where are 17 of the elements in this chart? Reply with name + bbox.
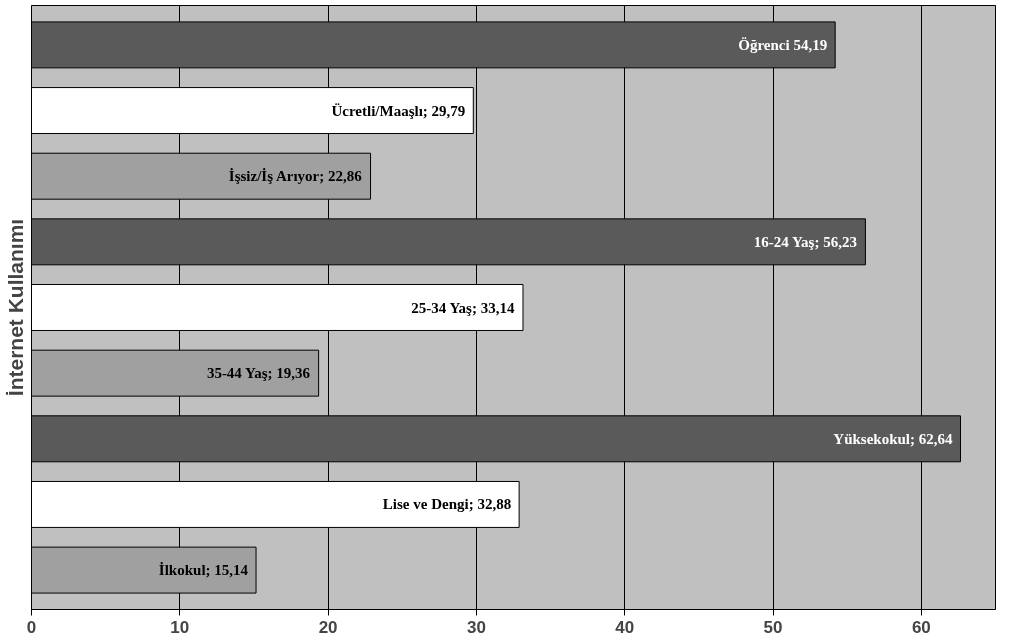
x-tick-label: 40	[615, 617, 635, 637]
data-label: Öğrenci 54,19	[738, 36, 828, 53]
x-tick-label: 30	[466, 617, 486, 637]
data-label: Ücretli/Maaşlı; 29,79	[331, 102, 466, 119]
x-tick-label: 60	[911, 617, 931, 637]
x-tick-label: 0	[26, 617, 37, 637]
data-label: 35-44 Yaş; 19,36	[206, 365, 311, 382]
data-label: 16-24 Yaş; 56,23	[753, 233, 857, 250]
data-label: Lise ve Dengi; 32,88	[382, 496, 512, 513]
y-axis-title: İnternet Kullanımı	[3, 218, 27, 397]
data-label: Yüksekokul; 62,64	[833, 430, 953, 447]
x-tick-label: 10	[170, 617, 190, 637]
data-label: İlkokul; 15,14	[158, 562, 249, 579]
x-tick-label: 20	[318, 617, 338, 637]
data-label: 25-34 Yaş; 33,14	[411, 299, 515, 316]
x-tick-label: 50	[763, 617, 783, 637]
data-label: İşsiz/İş Arıyor; 22,86	[228, 168, 363, 185]
